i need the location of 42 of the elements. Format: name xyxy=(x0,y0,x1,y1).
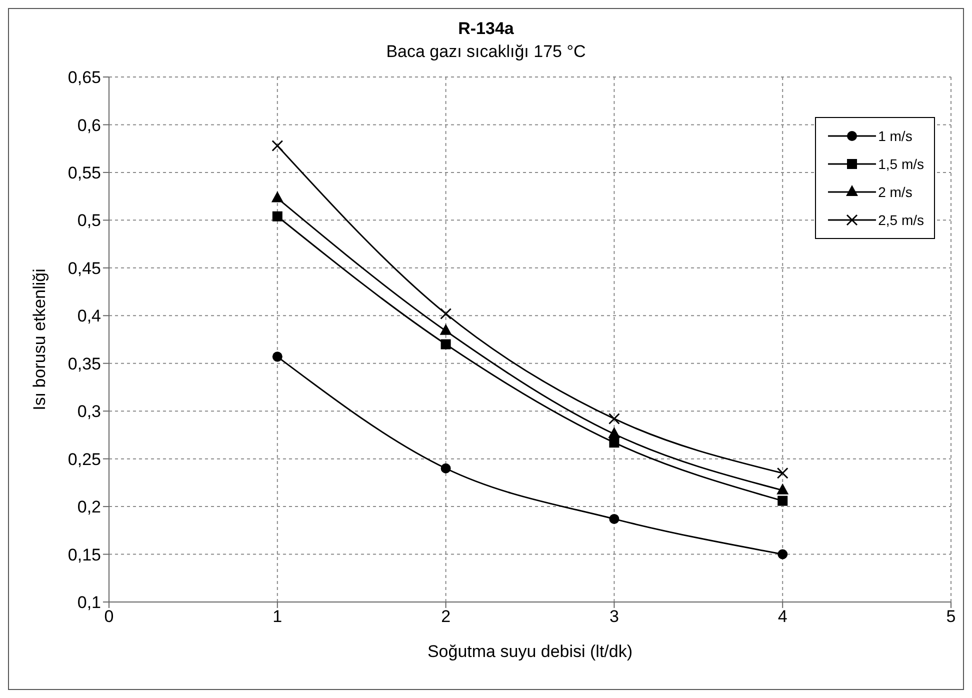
point xyxy=(608,412,620,424)
legend-label: 2 m/s xyxy=(878,184,912,200)
y-tick-label: 0,15 xyxy=(68,545,101,564)
x-tick-label: 2 xyxy=(441,607,451,626)
legend-label: 1 m/s xyxy=(878,128,912,144)
point xyxy=(608,427,620,438)
point xyxy=(609,438,620,448)
point xyxy=(776,467,788,479)
point xyxy=(272,140,284,152)
legend-label: 1,5 m/s xyxy=(878,156,924,172)
y-tick-label: 0,2 xyxy=(77,498,101,517)
y-axis-title: Isı borusu etkenliği xyxy=(30,268,50,410)
point xyxy=(609,514,620,524)
chart-subtitle: Baca gazı sıcaklığı 175 °C xyxy=(385,42,587,62)
x-tick-label: 4 xyxy=(778,607,788,626)
x-tick-label: 1 xyxy=(272,607,282,626)
y-tick-label: 0,3 xyxy=(77,402,101,422)
y-tick-label: 0,45 xyxy=(68,258,101,278)
y-tick-label: 0,55 xyxy=(68,163,101,182)
y-tick-label: 0,35 xyxy=(68,354,101,374)
x-axis-title: Soğutma suyu debisi (lt/dk) xyxy=(427,642,633,661)
y-tick-label: 0,25 xyxy=(68,450,101,469)
x-tick-label: 0 xyxy=(104,607,114,626)
point xyxy=(440,339,451,350)
legend-label: 2,5 m/s xyxy=(878,212,924,228)
y-tick-label: 0,6 xyxy=(77,116,101,135)
y-tick-label: 0,1 xyxy=(77,593,101,612)
point xyxy=(440,324,452,335)
x-tick-label: 3 xyxy=(609,607,619,626)
chart-title: R-134a xyxy=(457,19,515,39)
y-tick-label: 0,4 xyxy=(77,306,101,326)
point xyxy=(440,463,451,474)
point xyxy=(776,483,789,494)
x-tick-label: 5 xyxy=(946,607,956,626)
y-tick-label: 0,5 xyxy=(77,211,101,230)
point xyxy=(272,352,282,362)
point xyxy=(272,211,282,222)
y-tick-label: 0,65 xyxy=(68,68,101,88)
point xyxy=(440,308,452,320)
point xyxy=(778,496,788,506)
point xyxy=(271,191,284,202)
point xyxy=(778,549,788,560)
